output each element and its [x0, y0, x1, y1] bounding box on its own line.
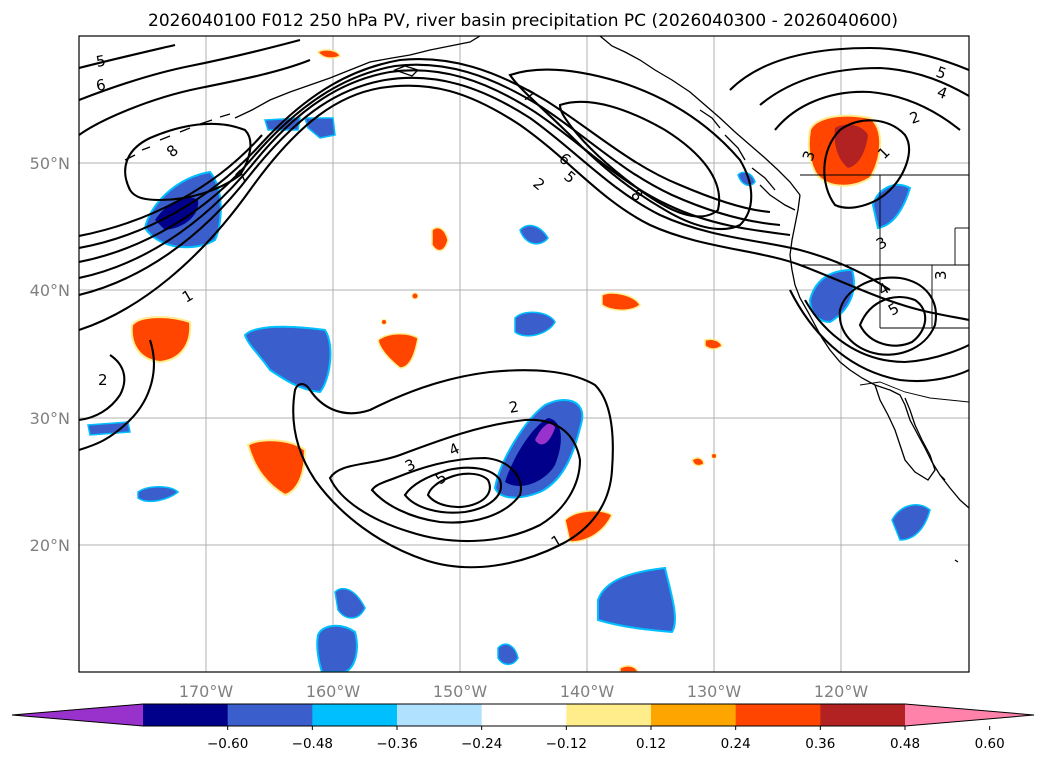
lat-tick-label: 30°N	[30, 409, 70, 428]
shade-blob-positive	[130, 316, 192, 364]
coastlines	[124, 36, 969, 563]
lon-tick-label: 150°W	[433, 682, 488, 701]
shade-blob-positive	[377, 333, 419, 369]
shade-blob-negative	[497, 643, 519, 666]
latitude-tick-labels: 50°N 40°N 30°N 20°N	[30, 154, 70, 555]
shade-blob-negative	[316, 624, 358, 672]
colorbar-tick-label: −0.60	[207, 736, 248, 752]
shade-blob-positive	[381, 319, 387, 325]
colorbar-segment	[566, 704, 652, 726]
shade-blob-negative	[737, 171, 756, 187]
shade-blob-negative	[264, 117, 301, 131]
contour-label: 2	[508, 398, 521, 417]
lon-tick-label: 170°W	[179, 682, 234, 701]
colorbar-outline	[11, 703, 1035, 727]
lat-tick-label: 50°N	[30, 154, 70, 173]
colorbar-segment	[481, 704, 567, 726]
shade-blob-negative	[514, 311, 556, 337]
shade-blob-positive	[711, 453, 717, 459]
colorbar-segment	[312, 704, 398, 726]
shade-blob-positive	[807, 114, 882, 187]
colorbar-tick-label: 0.24	[721, 736, 751, 752]
lat-tick-label: 20°N	[30, 536, 70, 555]
colorbar-segments	[11, 703, 1035, 730]
shade-blob-positive	[411, 292, 419, 300]
colorbar-segment	[820, 704, 906, 726]
shade-blob-positive	[601, 292, 641, 311]
colorbar-tick-label: −0.36	[376, 736, 417, 752]
colorbar-segment	[143, 704, 229, 726]
colorbar: −0.60 −0.48 −0.36 −0.24 −0.12 0.12 0.24 …	[11, 703, 1035, 752]
contour-label: 2	[98, 371, 108, 389]
political-borders	[800, 174, 969, 403]
shade-blob-positive	[246, 439, 307, 497]
lon-tick-label: 130°W	[687, 682, 742, 701]
contour-label: 6	[95, 76, 108, 95]
lat-tick-label: 40°N	[30, 281, 70, 300]
longitude-tick-labels: 170°W 160°W 150°W 140°W 130°W 120°W	[179, 682, 869, 701]
colorbar-tick-label: 0.12	[636, 736, 666, 752]
shade-blob-negative	[303, 117, 336, 139]
shade-blob-positive	[704, 338, 723, 350]
lon-tick-label: 140°W	[560, 682, 615, 701]
map-area: 5 6 8 7 1 2 7 6 5 2 8 5 4 2 3 1 3 3 4 5	[78, 35, 970, 673]
precipitation-shading	[87, 49, 931, 672]
colorbar-tick-label: 0.36	[805, 736, 835, 752]
pv-contours	[79, 38, 969, 569]
map-frame	[78, 35, 970, 673]
shade-blob-negative	[87, 421, 131, 436]
contour-label: 5	[95, 52, 108, 71]
map-title: 2026040100 F012 250 hPa PV, river basin …	[148, 11, 898, 31]
shade-blob-positive	[619, 665, 639, 672]
shade-blob-negative	[137, 486, 180, 503]
colorbar-extend-low	[12, 704, 143, 726]
colorbar-tick-label: 0.48	[890, 736, 920, 752]
shade-blob-positive	[691, 457, 705, 467]
lon-tick-label: 120°W	[814, 682, 869, 701]
shade-blob-negative	[334, 587, 366, 619]
colorbar-tick-labels: −0.60 −0.48 −0.36 −0.24 −0.12 0.12 0.24 …	[207, 736, 1005, 752]
shade-blob-positive	[431, 227, 449, 252]
contour-label: 3	[932, 270, 950, 280]
colorbar-tick-label: −0.24	[461, 736, 502, 752]
colorbar-segment	[397, 704, 483, 726]
shade-blob-negative	[243, 325, 332, 394]
colorbar-segment	[227, 704, 313, 726]
colorbar-segment	[735, 704, 821, 726]
colorbar-tick-label: −0.12	[546, 736, 587, 752]
lon-tick-label: 160°W	[306, 682, 361, 701]
colorbar-tick-label: −0.48	[292, 736, 333, 752]
shade-blob-positive	[316, 49, 341, 59]
shade-blob-negative	[597, 566, 676, 634]
colorbar-segment	[651, 704, 737, 726]
shade-blob-negative	[519, 224, 549, 245]
colorbar-extend-high	[905, 704, 1034, 726]
colorbar-tick-label: 0.60	[975, 736, 1005, 752]
shade-blob-negative	[891, 504, 931, 541]
